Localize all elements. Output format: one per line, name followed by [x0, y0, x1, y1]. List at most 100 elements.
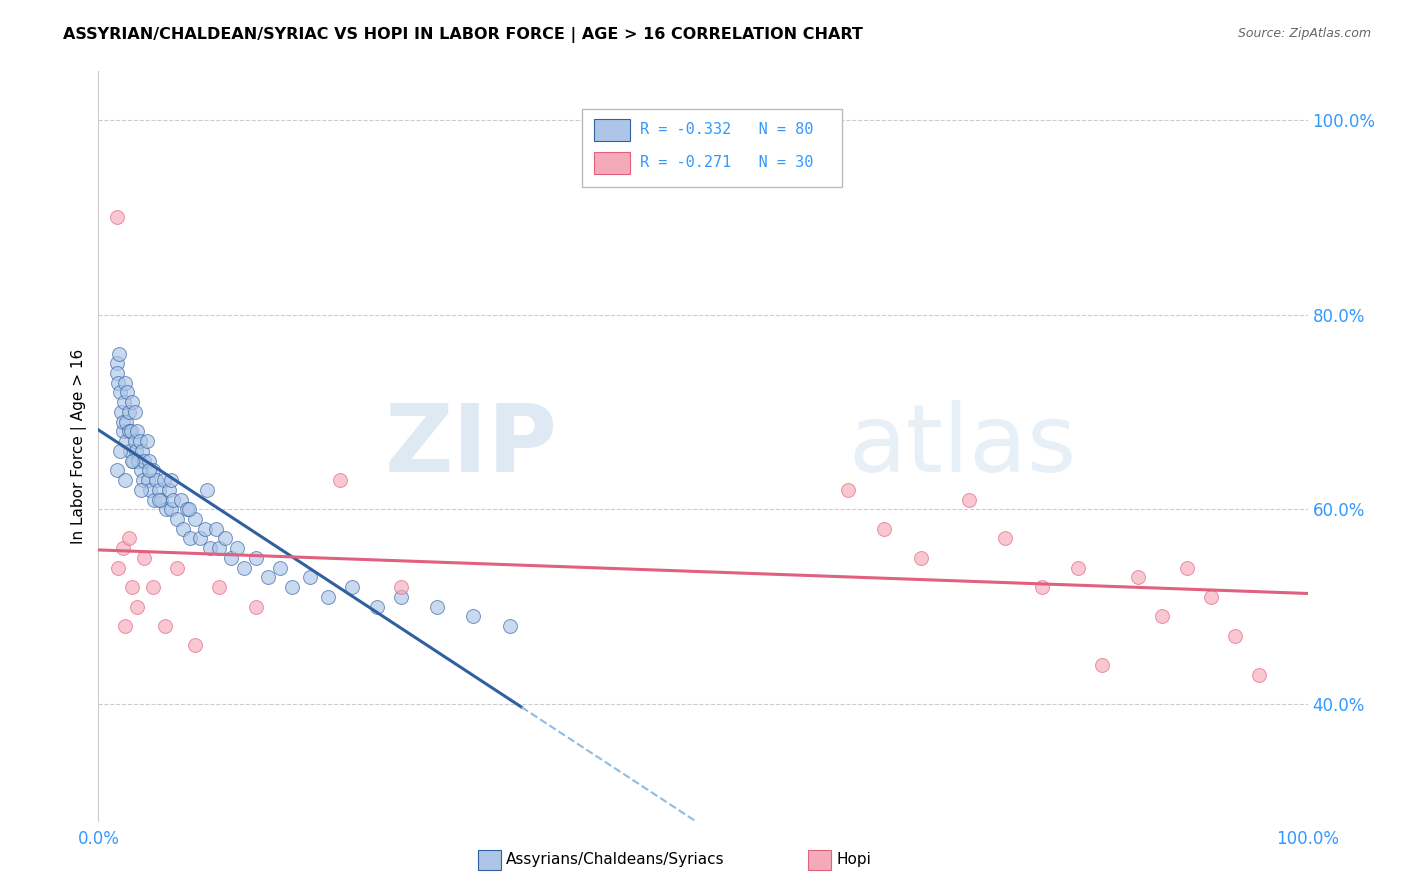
Point: [1249, 667, 1271, 681]
Point: [117, 385, 139, 400]
FancyBboxPatch shape: [595, 119, 630, 141]
Point: [108, 443, 131, 458]
Point: [463, 609, 485, 624]
Point: [208, 580, 231, 594]
FancyBboxPatch shape: [595, 152, 630, 174]
Point: [994, 532, 1017, 546]
Point: [138, 463, 160, 477]
Point: [204, 522, 226, 536]
Point: [145, 473, 167, 487]
Point: [105, 211, 128, 225]
Point: [1175, 560, 1198, 574]
Point: [366, 599, 388, 614]
Point: [108, 346, 131, 360]
Point: [148, 483, 170, 497]
Point: [107, 376, 129, 390]
Point: [152, 473, 174, 487]
Text: Source: ZipAtlas.com: Source: ZipAtlas.com: [1237, 27, 1371, 40]
Point: [135, 434, 157, 449]
Point: [121, 580, 143, 594]
Point: [226, 541, 249, 556]
Point: [110, 405, 132, 419]
Point: [142, 580, 165, 594]
Point: [132, 473, 155, 487]
Point: [1223, 629, 1246, 643]
Point: [128, 434, 150, 449]
Point: [118, 425, 141, 439]
Y-axis label: In Labor Force | Age > 16: In Labor Force | Age > 16: [72, 349, 87, 543]
Point: [114, 619, 136, 633]
Point: [125, 443, 148, 458]
Point: [114, 473, 136, 487]
Point: [873, 522, 896, 536]
Point: [184, 639, 207, 653]
Point: [184, 512, 207, 526]
Point: [127, 425, 149, 439]
Point: [316, 590, 339, 604]
Point: [107, 560, 129, 574]
Point: [329, 473, 352, 487]
Point: [148, 492, 170, 507]
Point: [269, 560, 291, 574]
Text: atlas: atlas: [848, 400, 1077, 492]
Point: [121, 453, 143, 467]
Point: [112, 395, 135, 409]
Point: [118, 405, 141, 419]
Point: [342, 580, 364, 594]
Point: [162, 492, 184, 507]
Point: [134, 453, 156, 467]
Point: [957, 492, 980, 507]
Point: [221, 550, 243, 565]
Point: [389, 590, 412, 604]
Point: [127, 599, 149, 614]
Point: [114, 376, 136, 390]
Point: [160, 473, 183, 487]
Point: [195, 483, 218, 497]
Point: [121, 395, 143, 409]
Point: [115, 415, 138, 429]
Point: [115, 434, 138, 449]
Text: Hopi: Hopi: [837, 853, 872, 867]
Point: [111, 541, 134, 556]
Point: [166, 512, 188, 526]
Point: [108, 385, 131, 400]
Point: [910, 550, 932, 565]
Point: [176, 502, 198, 516]
Point: [143, 492, 166, 507]
Point: [134, 550, 156, 565]
Text: ZIP: ZIP: [385, 400, 558, 492]
Point: [245, 550, 267, 565]
Point: [208, 541, 231, 556]
Point: [281, 580, 304, 594]
Point: [118, 443, 141, 458]
Point: [179, 532, 201, 546]
Point: [129, 463, 152, 477]
Point: [155, 502, 177, 516]
Point: [150, 492, 173, 507]
Point: [153, 619, 176, 633]
Point: [157, 483, 180, 497]
Point: [194, 522, 217, 536]
Point: [1067, 560, 1090, 574]
Point: [1128, 570, 1150, 584]
Point: [166, 560, 188, 574]
Point: [214, 532, 236, 546]
Point: [188, 532, 211, 546]
Point: [498, 619, 520, 633]
Point: [837, 483, 859, 497]
Point: [160, 502, 183, 516]
Point: [299, 570, 322, 584]
Point: [1199, 590, 1222, 604]
Point: [232, 560, 254, 574]
Point: [256, 570, 278, 584]
Point: [129, 483, 152, 497]
Point: [118, 532, 141, 546]
Point: [179, 502, 201, 516]
Point: [198, 541, 221, 556]
Point: [111, 425, 134, 439]
Point: [136, 473, 159, 487]
Point: [105, 463, 128, 477]
Point: [426, 599, 449, 614]
Point: [122, 453, 145, 467]
FancyBboxPatch shape: [582, 109, 842, 187]
